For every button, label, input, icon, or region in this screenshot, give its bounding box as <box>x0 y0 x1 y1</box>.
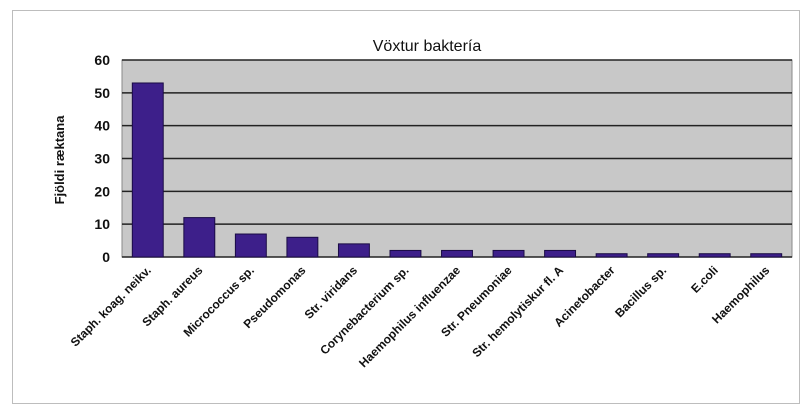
bar <box>235 234 266 257</box>
bar <box>390 250 421 257</box>
plot-area <box>122 60 792 257</box>
y-tick-label: 20 <box>94 183 110 199</box>
bar <box>493 250 524 257</box>
x-tick-label: Str. hemolytiskur fl. A <box>469 263 566 360</box>
bar <box>648 254 679 257</box>
bar <box>545 250 576 257</box>
y-axis-label: Fjöldi ræktana <box>52 115 67 205</box>
bar <box>442 250 473 257</box>
x-tick-label: E.coli <box>688 263 721 296</box>
bar <box>751 254 782 257</box>
y-axis-ticks: 0 10 20 30 40 50 60 <box>94 52 110 265</box>
bar <box>132 83 163 257</box>
y-tick-label: 30 <box>94 151 110 167</box>
bar <box>338 244 369 257</box>
x-axis-tick-labels: Staph. koag. neikv.Staph. aureusMicrococ… <box>68 263 773 370</box>
bar <box>596 254 627 257</box>
x-tick-label: Haemophilus influenzae <box>356 263 463 370</box>
bar <box>184 218 215 257</box>
y-tick-label: 40 <box>94 118 110 134</box>
chart-title: Vöxtur baktería <box>373 38 482 55</box>
y-tick-label: 60 <box>94 52 110 68</box>
x-tick-label: Bacillus sp. <box>612 263 669 320</box>
y-tick-label: 10 <box>94 216 110 232</box>
x-tick-label: Corynebacterium sp. <box>317 263 411 357</box>
y-tick-label: 0 <box>102 249 110 265</box>
bar <box>699 254 730 257</box>
bar <box>287 237 318 257</box>
x-tick-label: Staph. koag. neikv. <box>68 263 154 349</box>
y-tick-label: 50 <box>94 85 110 101</box>
